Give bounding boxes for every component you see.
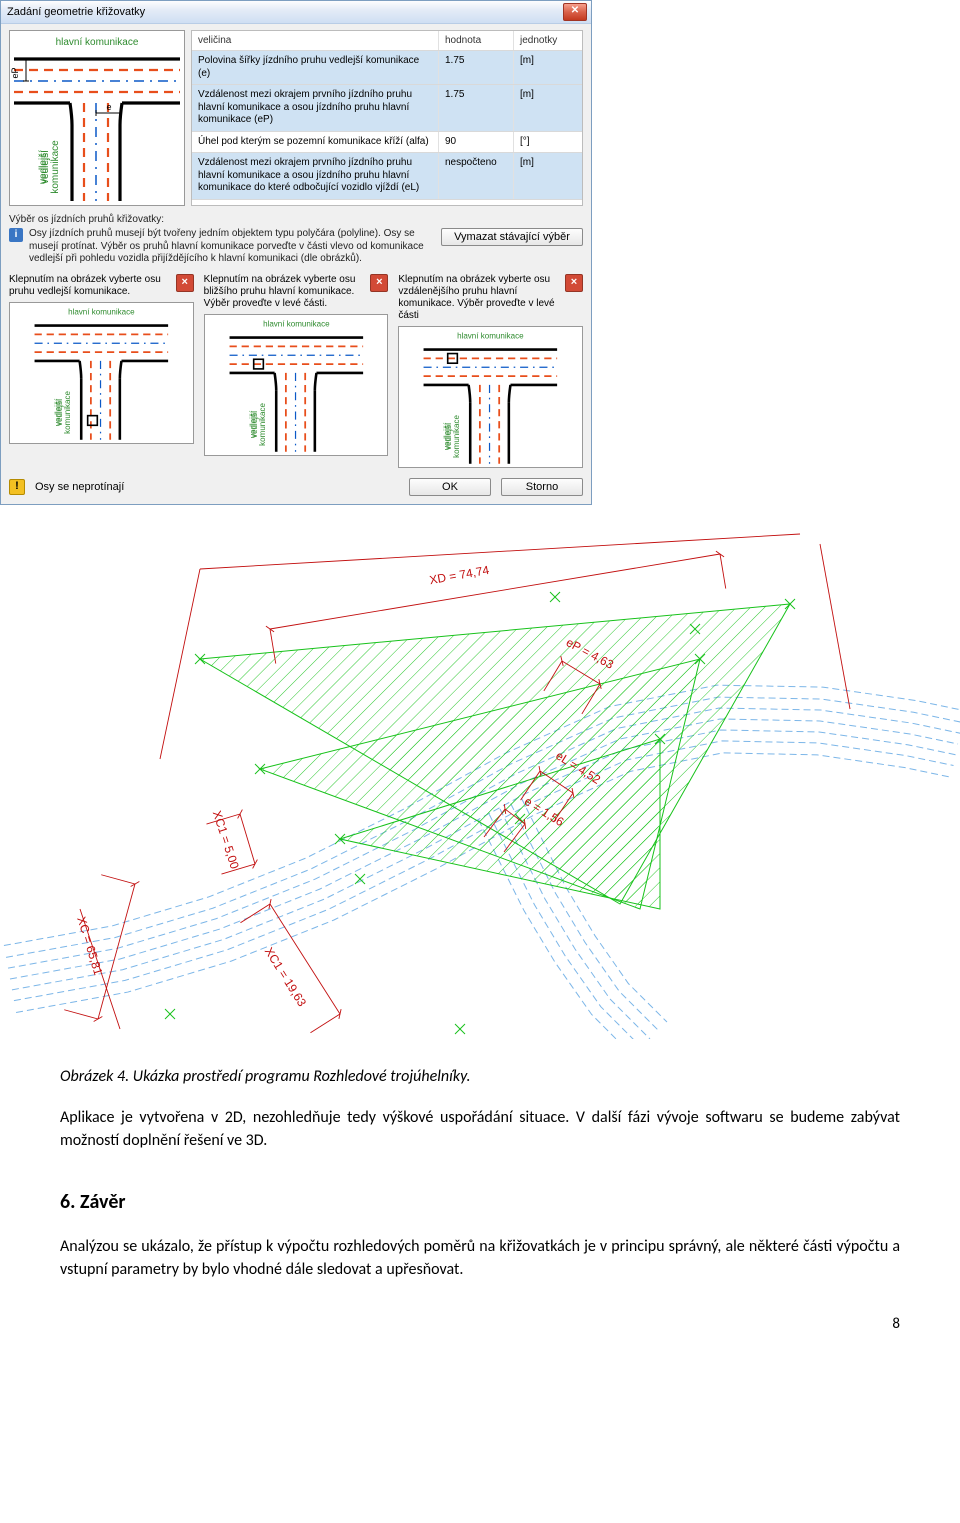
cell-hodnota: 90 xyxy=(439,132,514,153)
svg-text:komunikace: komunikace xyxy=(50,140,61,194)
hint-title: Výběr os jízdních pruhů křižovatky: xyxy=(9,214,583,225)
thumb-caption: Klepnutím na obrázek vyberte osu pruhu v… xyxy=(9,274,170,298)
svg-text:komunikace: komunikace xyxy=(258,402,267,445)
warning-icon: ! xyxy=(9,479,25,495)
cell-velicina: Vzdálenost mezi okrajem prvního jízdního… xyxy=(192,153,439,199)
svg-text:e: e xyxy=(106,102,111,112)
heading-zaver: 6. Závěr xyxy=(60,1188,900,1217)
thumb-diagram[interactable]: hlavní komunikacevedlejšívedlejšíkomunik… xyxy=(398,326,583,468)
thumb-diagram[interactable]: hlavní komunikacevedlejšívedlejšíkomunik… xyxy=(204,314,389,456)
status-text: Osy se neprotínají xyxy=(35,481,124,493)
clear-icon[interactable]: × xyxy=(565,274,583,292)
titlebar: Zadání geometrie křižovatky ✕ xyxy=(1,1,591,24)
col-header-velicina: veličina xyxy=(192,31,439,50)
params-header: veličina hodnota jednotky xyxy=(192,31,582,51)
col-header-jednotky: jednotky xyxy=(514,31,582,50)
svg-text:vedlejší: vedlejší xyxy=(38,150,49,184)
cell-velicina: Vzdálenost mezi okrajem prvního jízdního… xyxy=(192,85,439,131)
cell-jednotky: [m] xyxy=(514,153,582,199)
page-number: 8 xyxy=(892,1315,900,1333)
svg-text:hlavní komunikace: hlavní komunikace xyxy=(263,319,330,328)
table-row[interactable]: Úhel pod kterým se pozemní komunikace kř… xyxy=(192,132,582,154)
thumb-column: Klepnutím na obrázek vyberte osu bližšíh… xyxy=(204,274,389,468)
close-icon[interactable]: ✕ xyxy=(563,3,587,21)
cell-velicina: Polovina šířky jízdního pruhu vedlejší k… xyxy=(192,51,439,84)
svg-text:komunikace: komunikace xyxy=(63,390,72,433)
col-header-hodnota: hodnota xyxy=(439,31,514,50)
dialog-window: Zadání geometrie křižovatky ✕ hlavní kom… xyxy=(0,0,592,505)
svg-text:vedlejší: vedlejší xyxy=(443,422,452,450)
ok-button[interactable]: OK xyxy=(409,478,491,496)
clear-selection-button[interactable]: Vymazat stávající výběr xyxy=(441,228,583,246)
svg-text:hlavní komunikace: hlavní komunikace xyxy=(68,307,135,316)
thumb-caption: Klepnutím na obrázek vyberte osu bližšíh… xyxy=(204,274,365,310)
table-row[interactable]: Vzdálenost mezi okrajem prvního jízdního… xyxy=(192,153,582,200)
svg-text:hlavní komunikace: hlavní komunikace xyxy=(56,37,139,48)
cell-hodnota: 1.75 xyxy=(439,51,514,84)
svg-text:hlavní komunikace: hlavní komunikace xyxy=(457,331,524,340)
thumb-column: Klepnutím na obrázek vyberte osu vzdálen… xyxy=(398,274,583,468)
clear-icon[interactable]: × xyxy=(176,274,194,292)
params-table: veličina hodnota jednotky Polovina šířky… xyxy=(191,30,583,206)
cell-jednotky: [m] xyxy=(514,51,582,84)
paragraph-1: Aplikace je vytvořena v 2D, nezohledňuje… xyxy=(60,1106,900,1152)
svg-text:vedlejší: vedlejší xyxy=(53,398,62,426)
hint-body: Osy jízdních pruhů musejí být tvořeny je… xyxy=(29,228,435,266)
thumb-caption: Klepnutím na obrázek vyberte osu vzdálen… xyxy=(398,274,559,322)
cad-drawing: XD = 74,74XC = 65,81XC1 = 5,00XC1 = 19,6… xyxy=(0,509,960,1039)
svg-text:eP: eP xyxy=(10,67,20,78)
table-row[interactable]: Vzdálenost mezi okrajem prvního jízdního… xyxy=(192,85,582,132)
svg-text:komunikace: komunikace xyxy=(452,414,461,457)
table-row[interactable]: Polovina šířky jízdního pruhu vedlejší k… xyxy=(192,51,582,85)
cell-hodnota: 1.75 xyxy=(439,85,514,131)
thumb-diagram[interactable]: hlavní komunikacevedlejšívedlejšíkomunik… xyxy=(9,302,194,444)
info-icon: i xyxy=(9,228,23,242)
thumb-column: Klepnutím na obrázek vyberte osu pruhu v… xyxy=(9,274,194,468)
cell-jednotky: [°] xyxy=(514,132,582,153)
figure-caption: Obrázek 4. Ukázka prostředí programu Roz… xyxy=(60,1065,900,1088)
window-title: Zadání geometrie křižovatky xyxy=(7,6,563,18)
clear-icon[interactable]: × xyxy=(370,274,388,292)
main-intersection-diagram[interactable]: hlavní komunikacevedlejšívedlejšíkomunik… xyxy=(9,30,185,206)
cell-jednotky: [m] xyxy=(514,85,582,131)
paragraph-2: Analýzou se ukázalo, že přístup k výpočt… xyxy=(60,1235,900,1281)
cancel-button[interactable]: Storno xyxy=(501,478,583,496)
cell-hodnota: nespočteno xyxy=(439,153,514,199)
svg-text:vedlejší: vedlejší xyxy=(248,410,257,438)
cell-velicina: Úhel pod kterým se pozemní komunikace kř… xyxy=(192,132,439,153)
